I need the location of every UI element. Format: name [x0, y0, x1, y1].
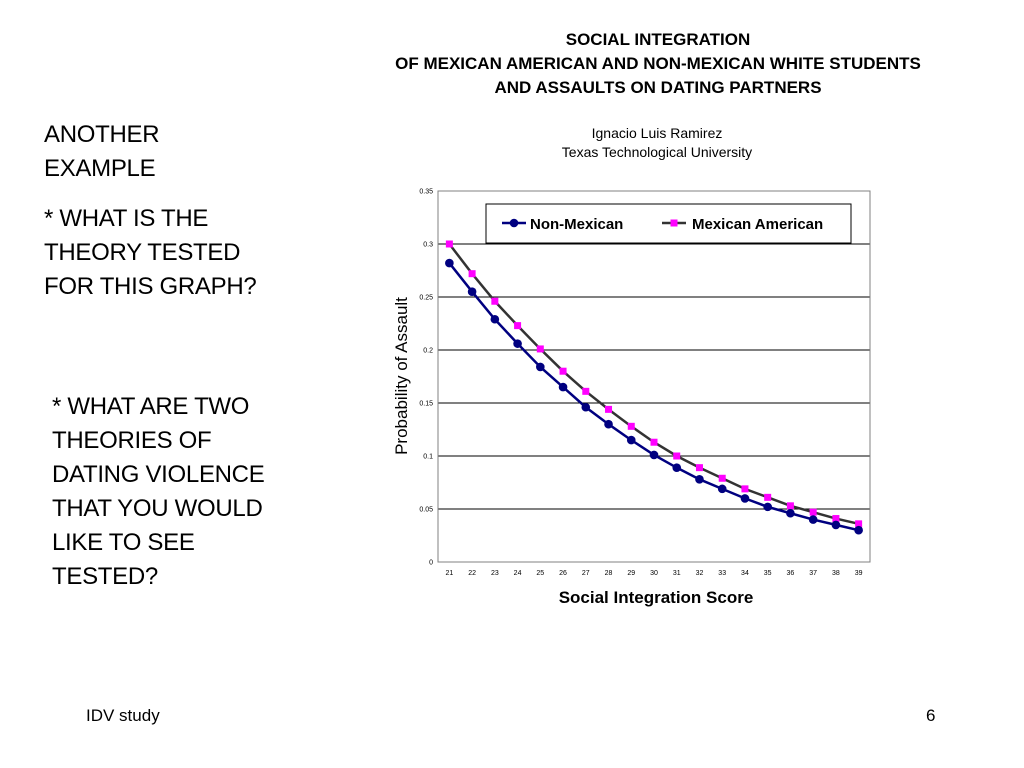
legend-marker: [509, 218, 519, 228]
legend: Non-Mexican Mexican American: [485, 203, 852, 244]
data-point: [695, 475, 704, 484]
grid-lines: [438, 190, 870, 563]
data-series: [445, 240, 863, 535]
y-tick-label: 0.3: [423, 242, 433, 249]
author-affiliation: Texas Technological University: [561, 144, 753, 160]
y-tick-label: 0.2: [423, 348, 433, 355]
data-point: [808, 515, 818, 524]
x-tick-label: 29: [627, 570, 635, 577]
data-point: [558, 382, 568, 392]
x-tick-label: 21: [445, 570, 453, 577]
x-tick-label: 30: [650, 570, 658, 577]
data-point: [718, 474, 726, 482]
slide-number: 6: [926, 706, 936, 725]
series-line: [448, 243, 859, 526]
x-tick-label: 36: [787, 570, 795, 577]
chart-subtitle: Ignacio Luis Ramirez Texas Technological…: [470, 124, 844, 162]
x-tick-label: 34: [741, 570, 749, 577]
y-tick-labels: 0 0.05 0.1 0.15 0.2 0.25 0.3 0.35: [419, 189, 433, 567]
y-tick-label: 0: [429, 560, 433, 567]
data-point: [855, 520, 863, 528]
x-tick-label: 23: [491, 570, 499, 577]
data-point: [445, 258, 454, 268]
y-tick-label: 0.1: [423, 454, 433, 461]
x-tick-label: 27: [582, 570, 590, 577]
title-line-3: AND ASSAULTS ON DATING PARTNERS: [494, 78, 822, 97]
data-point: [650, 438, 658, 446]
data-point: [740, 494, 750, 503]
data-point: [536, 345, 544, 353]
data-point: [581, 402, 591, 412]
y-tick-label: 0.35: [419, 189, 433, 196]
question-one: * WHAT IS THE THEORY TESTED FOR THIS GRA…: [44, 205, 257, 300]
data-point: [809, 508, 817, 516]
footer-label: IDV study: [86, 706, 160, 725]
y-tick-label: 0.15: [419, 401, 433, 408]
data-point: [626, 435, 636, 445]
x-axis-label: Social Integration Score: [559, 588, 754, 607]
data-point: [695, 464, 703, 472]
data-point: [649, 450, 659, 460]
legend-label: Mexican American: [692, 216, 823, 233]
plot-border: [437, 190, 871, 563]
x-tick-labels: 21 22 23 24 25 26 27 28 29 30 31 32 33 34 35 36 37 38 39: [445, 570, 862, 577]
data-point: [514, 322, 522, 330]
author-name: Ignacio Luis Ramirez: [591, 125, 723, 141]
x-tick-label: 24: [514, 570, 522, 577]
data-point: [491, 297, 499, 305]
data-point: [717, 484, 727, 494]
data-point: [467, 287, 477, 297]
data-point: [832, 515, 840, 523]
data-point: [854, 525, 863, 535]
data-point: [741, 485, 749, 493]
data-point: [786, 502, 794, 510]
x-tick-label: 38: [832, 570, 840, 577]
data-point: [604, 419, 613, 429]
x-tick-label: 26: [559, 570, 567, 577]
data-point: [445, 240, 453, 248]
chart-title: SOCIAL INTEGRATION OF MEXICAN AMERICAN A…: [300, 28, 1016, 100]
title-line-1: SOCIAL INTEGRATION: [565, 30, 751, 49]
data-point: [763, 502, 772, 512]
question-two: * WHAT ARE TWO THEORIES OF DATING VIOLEN…: [52, 393, 265, 590]
left-heading: ANOTHER EXAMPLE: [44, 121, 160, 182]
y-tick-label: 0.25: [419, 295, 433, 302]
data-point: [559, 367, 567, 375]
data-point: [490, 314, 500, 324]
data-point: [627, 422, 635, 430]
data-point: [605, 405, 613, 413]
x-tick-label: 32: [696, 570, 704, 577]
x-tick-label: 37: [809, 570, 817, 577]
data-point: [582, 387, 590, 395]
data-point: [513, 339, 522, 348]
y-tick-label: 0.05: [419, 507, 433, 514]
data-point: [468, 270, 476, 278]
x-tick-label: 33: [718, 570, 726, 577]
x-tick-label: 28: [605, 570, 613, 577]
data-point: [786, 508, 795, 518]
series-line: [448, 262, 859, 532]
legend-label: Non-Mexican: [530, 216, 623, 233]
data-point: [536, 362, 545, 372]
legend-marker: [670, 219, 678, 227]
x-tick-label: 35: [764, 570, 772, 577]
x-tick-label: 39: [855, 570, 863, 577]
data-point: [672, 463, 682, 472]
data-point: [831, 520, 841, 530]
title-line-2: OF MEXICAN AMERICAN AND NON-MEXICAN WHIT…: [395, 54, 921, 73]
x-tick-label: 22: [468, 570, 476, 577]
y-axis-label: Probability of Assault: [392, 297, 411, 455]
x-tick-label: 25: [536, 570, 544, 577]
data-point: [764, 493, 772, 501]
x-tick-label: 31: [673, 570, 681, 577]
data-point: [673, 452, 681, 460]
